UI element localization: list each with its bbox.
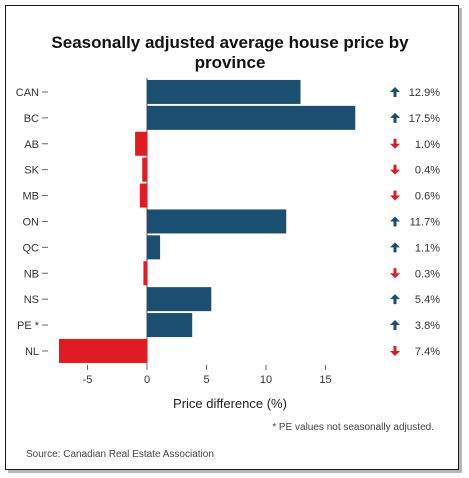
percent-label: 0.6% [415,191,440,203]
category-label: CAN [16,87,39,99]
category-label: SK [24,165,39,177]
arrow-down-icon [390,268,400,279]
arrow-up-icon [390,320,400,331]
arrow-up-icon [390,216,400,227]
category-label: MB [23,191,40,203]
category-label: BC [24,113,39,125]
bar-bc [147,105,356,130]
bar-can [147,79,301,104]
chart-title-line-1: Seasonally adjusted average house price … [51,33,409,52]
bars-layer [58,78,356,365]
arrow-up-icon [390,294,400,305]
bar-mb [139,183,147,208]
arrow-down-icon [390,138,400,149]
x-tick-label: 10 [260,374,272,386]
percent-label: 17.5% [409,113,440,125]
x-tick-label: 15 [319,374,331,386]
category-label: QC [23,242,40,254]
chart-title-line-2: province [195,53,266,72]
bar-pe [147,313,193,338]
source-note: Source: Canadian Real Estate Association [26,449,214,460]
percent-label: 7.4% [415,346,440,358]
category-labels: CAN BC AB SK MB ON QC NB NS PE * NL [16,87,48,358]
category-label: NS [24,294,39,306]
percent-label: 1.0% [415,139,440,151]
bar-sk [142,157,147,182]
x-tick-label: 0 [144,374,150,386]
percent-label: 11.7% [410,216,441,228]
category-label: ON [23,216,40,228]
percent-label: 3.8% [415,320,440,332]
arrow-down-icon [390,190,400,201]
percent-label: 0.4% [415,165,440,177]
bar-on [147,209,287,234]
percent-labels: 12.9% 17.5% 1.0% 0.4% 0.6% 11.7% 1.1% 0.3% 5.4% 3… [390,86,441,358]
x-tick-label: 5 [203,374,209,386]
footnote: * PE values not seasonally adjusted. [272,422,434,433]
arrow-down-icon [390,164,400,175]
percent-label: 1.1% [415,242,440,254]
bar-nl [58,338,147,363]
category-label: NB [24,268,39,280]
arrow-up-icon [390,112,400,123]
x-axis: -5 0 5 10 15 [83,364,332,386]
arrow-up-icon [390,86,400,97]
arrow-down-icon [390,345,400,356]
category-label: NL [25,346,39,358]
percent-label: 5.4% [415,294,440,306]
bar-qc [147,235,161,260]
x-axis-label: Price difference (%) [173,396,287,411]
percent-label: 12.9% [409,87,440,99]
bar-ns [147,287,212,312]
percent-label: 0.3% [415,268,440,280]
arrow-up-icon [390,242,400,253]
category-label: PE * [17,320,40,332]
bar-nb [143,261,147,286]
category-label: AB [24,139,39,151]
x-tick-label: -5 [83,374,93,386]
bar-ab [135,131,147,156]
